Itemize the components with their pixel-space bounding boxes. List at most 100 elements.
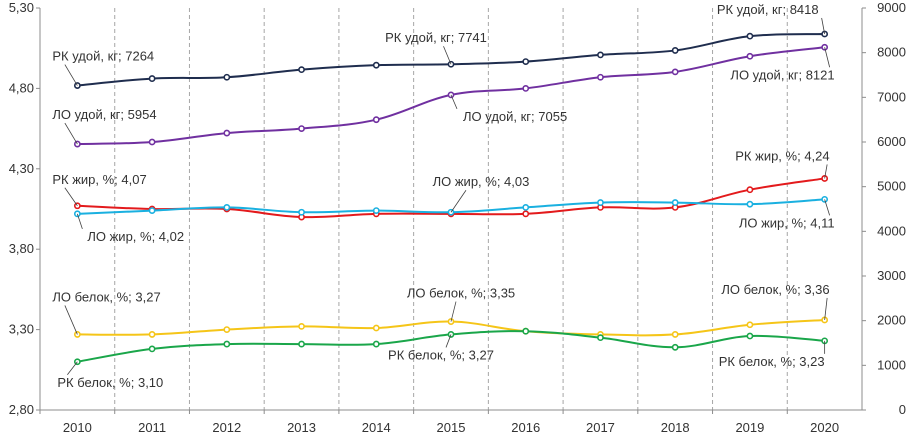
data-label-leader [64,187,78,207]
data-point-lo-fat [148,207,156,215]
data-point-rk-milk-yield [372,61,380,69]
data-point-rk-protein [746,332,754,340]
axes: 2,80 3,30 3,80 4,30 4,80 5,30 0 1000 2000 3000 400… [9,0,906,435]
data-label-leader [443,46,452,65]
data-point-lo-milk-yield [223,129,231,137]
data-label: ЛО жир, %; 4,03 [433,174,530,189]
data-point-lo-protein [746,321,754,329]
data-label: РК белок, %; 3,10 [57,375,163,390]
left-axis-tick-label: 3,80 [9,241,34,256]
x-axis-tick-label: 2011 [138,420,166,435]
data-point-rk-milk-yield [671,47,679,54]
data-point-rk-milk-yield [522,58,530,65]
data-label: ЛО белок, %; 3,36 [721,282,829,297]
data-point-lo-milk-yield [372,116,380,124]
data-point-rk-milk-yield [148,75,156,82]
data-point-rk-protein [148,345,156,353]
x-axis-tick-label: 2019 [735,420,764,435]
right-axis-tick-label: 4000 [877,223,906,238]
x-axis-tick-label: 2010 [63,420,92,435]
data-label-leader [450,189,467,213]
left-axis-tick-label: 5,30 [9,0,34,15]
right-axis-tick-label: 7000 [877,89,906,104]
data-point-lo-fat [522,203,530,211]
right-axis-tick-label: 5000 [877,179,906,194]
data-label-leader [824,47,831,68]
left-axis-tick-label: 4,80 [9,80,34,95]
data-point-lo-protein [298,322,305,330]
data-point-lo-fat [746,200,754,208]
data-point-lo-milk-yield [522,85,530,92]
data-label: ЛО жир, %; 4,11 [739,215,835,230]
data-point-rk-milk-yield [746,32,754,40]
data-label: ЛО удой, кг; 5954 [52,107,156,122]
x-axis-tick-label: 2017 [586,420,615,435]
data-label-leader [824,297,828,320]
data-point-lo-protein [671,331,679,338]
data-point-rk-milk-yield [597,51,604,59]
data-point-lo-protein [223,326,231,333]
right-axis-tick-label: 8000 [877,45,906,60]
data-label: РК жир, %; 4,07 [52,172,146,187]
data-point-lo-fat [821,195,829,203]
data-label: ЛО удой, кг; 8121 [730,67,834,82]
data-point-rk-protein [671,343,679,351]
data-label: ЛО удой, кг; 7055 [463,109,567,124]
data-label-leader [64,305,78,335]
right-axis-tick-label: 6000 [877,134,906,149]
left-axis-tick-label: 2,80 [9,402,34,417]
data-point-rk-protein [298,340,305,348]
data-point-lo-fat [372,207,380,215]
x-axis-tick-label: 2018 [661,420,690,435]
data-label-leader [450,94,458,110]
x-axis-tick-label: 2012 [212,420,241,435]
series-group [73,30,829,366]
data-point-rk-milk-yield [298,66,305,74]
data-point-rk-protein [223,340,231,348]
data-label-leader [450,301,457,322]
data-label: РК удой, кг; 7741 [385,30,487,45]
data-point-lo-milk-yield [671,68,679,76]
data-point-rk-protein [522,327,530,335]
right-axis-tick-label: 0 [899,402,906,417]
data-point-rk-milk-yield [223,73,231,81]
data-label: РК белок, %; 3,23 [719,354,825,369]
data-label: РК белок, %; 3,27 [388,347,494,362]
data-point-rk-protein [597,334,604,342]
data-labels: РК удой, кг; 7264 РК удой, кг; 7741 РК удо… [52,2,834,390]
data-point-lo-fat [223,203,231,211]
data-label-leader [67,361,78,376]
data-label: ЛО жир, %; 4,02 [87,229,184,244]
data-label: ЛО белок, %; 3,27 [52,289,160,304]
left-axis-tick-label: 4,30 [9,161,34,176]
data-point-lo-protein [148,331,156,338]
right-axis-tick-label: 2000 [877,313,906,328]
data-label: ЛО белок, %; 3,35 [407,286,515,301]
data-label-leader [445,334,452,348]
x-axis-tick-label: 2014 [362,420,391,435]
data-point-lo-milk-yield [746,52,754,60]
data-point-lo-fat [298,208,305,216]
data-label: РК удой, кг; 7264 [52,49,154,64]
data-point-rk-protein [372,340,380,348]
right-axis-tick-label: 1000 [877,357,906,372]
data-label-leader [64,122,78,145]
data-label-leader [76,213,83,229]
x-axis-tick-label: 2020 [810,420,839,435]
x-axis-tick-label: 2015 [437,420,466,435]
data-point-lo-protein [372,324,380,332]
right-axis-tick-label: 9000 [877,0,906,15]
data-label-leader [64,64,78,86]
data-label-leader [824,164,828,179]
data-point-lo-fat [671,199,679,206]
x-axis-tick-label: 2016 [511,420,540,435]
data-point-lo-milk-yield [597,73,604,81]
data-point-lo-milk-yield [148,138,156,146]
data-point-lo-fat [597,199,604,206]
x-axis-tick-label: 2013 [287,420,316,435]
data-point-rk-fat [746,186,754,194]
data-label: РК удой, кг; 8418 [717,2,819,17]
data-label: РК жир, %; 4,24 [735,148,829,163]
right-axis-tick-label: 3000 [877,268,906,283]
